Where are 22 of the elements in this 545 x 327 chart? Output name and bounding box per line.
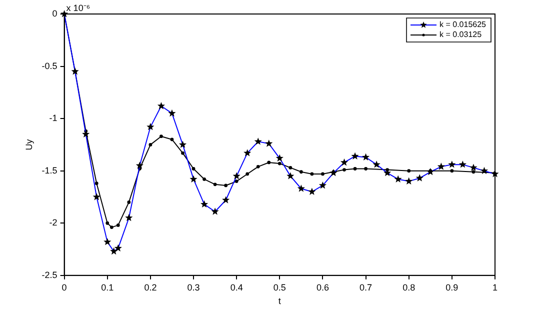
y-tick-label: -2: [49, 218, 58, 228]
x-axis-title: t: [278, 296, 282, 306]
x-tick-label: 0.4: [230, 282, 243, 292]
x-tick-label: 0.2: [144, 282, 157, 292]
legend-label: k = 0.015625: [440, 20, 487, 30]
x-tick-label: 0.1: [101, 282, 114, 292]
y-tick-label: -1.5: [42, 165, 58, 176]
legend-label: k = 0.03125: [440, 30, 482, 40]
y-tick-label: 0: [52, 8, 58, 18]
y-tick-label: -2.5: [42, 270, 58, 280]
x-tick-label: 0.6: [316, 282, 329, 292]
y-tick-label: -0.5: [42, 60, 58, 71]
y-tick-label: -1: [49, 113, 58, 124]
x-tick-label: 0.3: [187, 282, 200, 292]
x-tick-label: 0.8: [402, 282, 416, 292]
text: x 10⁻⁶: [66, 2, 90, 13]
x-tick-label: 0.5: [273, 282, 286, 292]
x-tick-label: 0: [62, 282, 67, 292]
x-tick-label: 1: [492, 282, 498, 292]
y-axis-title: Uy: [24, 138, 34, 150]
x-tick-label: 0.7: [360, 282, 372, 292]
x-tick-label: 0.9: [446, 282, 458, 292]
